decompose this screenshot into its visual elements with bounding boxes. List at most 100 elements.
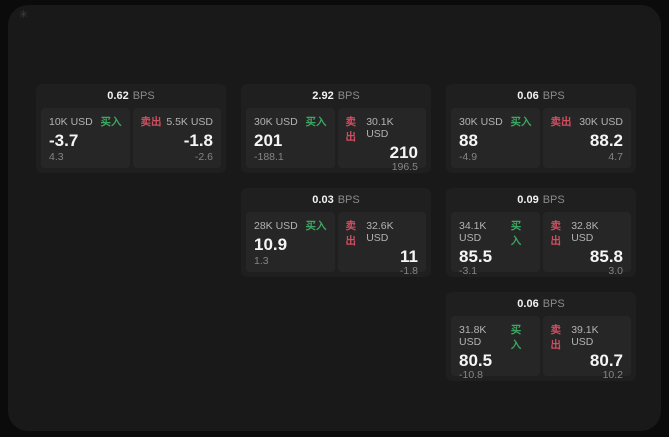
buy-tile[interactable]: 10K USD 买入 -3.7 4.3 [41,108,130,168]
bps-header: 0.03 BPS [246,188,426,212]
bps-value: 0.03 [312,194,334,206]
buy-label: 买入 [510,116,532,128]
sell-label: 卖出 [345,220,357,247]
sell-price: 80.7 [589,351,623,370]
buy-price: -3.7 [49,130,79,150]
buy-label: 买入 [100,116,122,128]
sparkle-icon: ✳ [19,9,29,21]
buy-tile[interactable]: 30K USD 买入 201 -188.1 [246,108,335,168]
buy-tile-top: 10K USD 买入 [49,114,122,129]
sell-tile[interactable]: 卖出 32.8K USD 85.8 3.0 [542,212,631,277]
buy-label: 买入 [305,220,327,232]
buy-delta: -3.1 [459,265,478,277]
quote-tiles: 31.8K USD 买入 80.5 -10.8 卖出 39.1K USD 80.… [451,316,631,381]
buy-tile[interactable]: 31.8K USD 买入 80.5 -10.8 [451,316,540,381]
sell-price: 85.8 [589,247,623,266]
buy-delta: 1.3 [254,255,269,267]
price-card: 0.62 BPS 10K USD 买入 -3.7 4.3 卖出 5.5K USD … [36,84,226,173]
buy-amount: 30K USD [254,116,298,128]
sell-delta: 196.5 [391,161,418,173]
buy-tile-top: 30K USD 买入 [254,114,327,129]
quote-tiles: 34.1K USD 买入 85.5 -3.1 卖出 32.8K USD 85.8… [451,212,631,277]
bps-value: 0.06 [517,90,539,102]
sell-price: -1.8 [183,130,213,150]
bps-value: 2.92 [312,90,334,102]
sell-amount: 30.1K USD [366,116,394,140]
sell-label: 卖出 [550,324,562,351]
bps-value: 0.06 [517,298,539,310]
bps-header: 0.06 BPS [451,292,631,316]
sell-label: 卖出 [140,116,162,128]
buy-price: 85.5 [459,247,493,266]
sell-tile[interactable]: 卖出 39.1K USD 80.7 10.2 [542,316,631,381]
buy-price: 201 [254,130,283,150]
bps-unit-label: BPS [542,90,565,102]
buy-price: 10.9 [254,234,288,254]
bps-value: 0.62 [107,90,129,102]
buy-label: 买入 [510,220,522,247]
buy-amount: 30K USD [459,116,503,128]
sell-label: 卖出 [550,220,562,247]
bps-unit-label: BPS [542,194,565,206]
sell-tile-top: 卖出 32.6K USD [346,218,419,248]
sell-price: 11 [400,247,418,266]
sell-tile[interactable]: 卖出 30.1K USD 210 196.5 [337,108,426,173]
buy-tile[interactable]: 30K USD 买入 88 -4.9 [451,108,540,168]
buy-delta: -188.1 [254,151,284,163]
sell-delta: 4.7 [608,151,623,163]
sell-tile-top: 卖出 39.1K USD [551,322,624,352]
sell-tile[interactable]: 卖出 5.5K USD -1.8 -2.6 [132,108,221,168]
sell-label: 卖出 [550,116,572,128]
sell-tile[interactable]: 卖出 32.6K USD 11 -1.8 [337,212,426,277]
buy-tile-top: 31.8K USD 买入 [459,322,532,352]
buy-delta: 4.3 [49,151,64,163]
sell-tile-top: 卖出 5.5K USD [141,114,214,129]
buy-label: 买入 [305,116,327,128]
buy-tile[interactable]: 28K USD 买入 10.9 1.3 [246,212,335,272]
sell-tile-top: 卖出 30K USD [551,114,624,129]
sell-amount: 32.6K USD [366,220,394,244]
sell-label: 卖出 [345,116,357,143]
sell-tile-top: 卖出 30.1K USD [346,114,419,144]
sell-tile-top: 卖出 32.8K USD [551,218,624,248]
buy-amount: 34.1K USD [459,220,487,244]
main-panel: ✳ 0.62 BPS 10K USD 买入 -3.7 4.3 卖出 5.5K US… [8,5,661,431]
buy-tile-top: 28K USD 买入 [254,218,327,233]
sell-tile[interactable]: 卖出 30K USD 88.2 4.7 [542,108,631,168]
price-card: 2.92 BPS 30K USD 买入 201 -188.1 卖出 30.1K U… [241,84,431,173]
quote-tiles: 30K USD 买入 88 -4.9 卖出 30K USD 88.2 4.7 [451,108,631,168]
buy-amount: 10K USD [49,116,93,128]
quote-tiles: 28K USD 买入 10.9 1.3 卖出 32.6K USD 11 -1.8 [246,212,426,277]
buy-tile-top: 34.1K USD 买入 [459,218,532,248]
price-card: 0.03 BPS 28K USD 买入 10.9 1.3 卖出 32.6K USD… [241,188,431,277]
buy-price: 88 [459,130,478,150]
buy-tile-top: 30K USD 买入 [459,114,532,129]
sell-delta: -1.8 [399,265,418,277]
price-card: 0.06 BPS 31.8K USD 买入 80.5 -10.8 卖出 39.1K… [446,292,636,381]
bps-header: 0.62 BPS [41,84,221,108]
bps-header: 0.06 BPS [451,84,631,108]
bps-unit-label: BPS [337,194,360,206]
sell-delta: 3.0 [608,265,623,277]
bps-value: 0.09 [517,194,539,206]
sell-price: 210 [389,143,418,162]
price-card: 0.09 BPS 34.1K USD 买入 85.5 -3.1 卖出 32.8K … [446,188,636,277]
sell-amount: 39.1K USD [571,324,599,348]
sell-delta: 10.2 [602,369,623,381]
cards-grid: 0.62 BPS 10K USD 买入 -3.7 4.3 卖出 5.5K USD … [36,84,636,381]
buy-amount: 28K USD [254,220,298,232]
buy-amount: 31.8K USD [459,324,487,348]
buy-price: 80.5 [459,351,493,370]
buy-delta: -10.8 [459,369,483,381]
sell-delta: -2.6 [194,151,213,163]
quote-tiles: 10K USD 买入 -3.7 4.3 卖出 5.5K USD -1.8 -2.… [41,108,221,168]
sell-amount: 30K USD [579,116,623,128]
buy-label: 买入 [510,324,522,351]
bps-header: 0.09 BPS [451,188,631,212]
price-card: 0.06 BPS 30K USD 买入 88 -4.9 卖出 30K USD 88… [446,84,636,173]
quote-tiles: 30K USD 买入 201 -188.1 卖出 30.1K USD 210 1… [246,108,426,173]
sell-amount: 32.8K USD [571,220,599,244]
buy-tile[interactable]: 34.1K USD 买入 85.5 -3.1 [451,212,540,277]
bps-unit-label: BPS [542,298,565,310]
bps-header: 2.92 BPS [246,84,426,108]
